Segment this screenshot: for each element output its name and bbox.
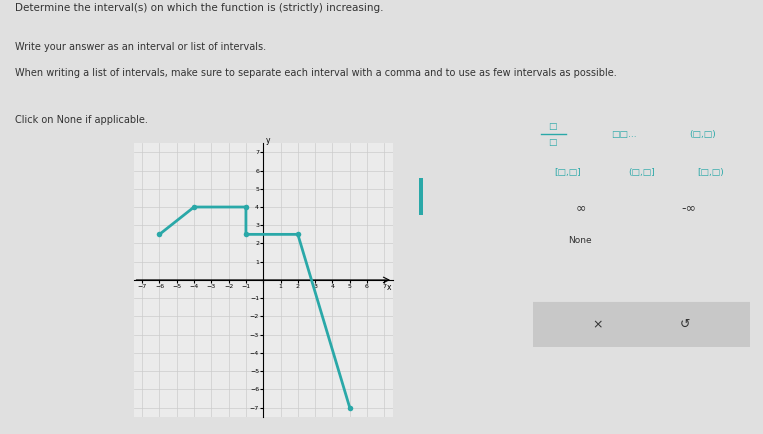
- Text: x: x: [388, 283, 391, 292]
- Text: ∞: ∞: [575, 201, 585, 214]
- Text: □: □: [548, 138, 556, 147]
- Text: -∞: -∞: [681, 201, 697, 214]
- Bar: [420, 178, 423, 215]
- Text: y: y: [266, 136, 270, 145]
- Text: (□,□): (□,□): [689, 130, 716, 139]
- Text: Determine the interval(s) on which the function is (strictly) increasing.: Determine the interval(s) on which the f…: [15, 3, 384, 13]
- Text: (□,□]: (□,□]: [628, 168, 655, 177]
- Text: Click on None if applicable.: Click on None if applicable.: [15, 115, 148, 125]
- Text: □: □: [548, 122, 556, 132]
- Text: ×: ×: [593, 318, 603, 331]
- Bar: [533, 302, 750, 347]
- Text: When writing a list of intervals, make sure to separate each interval with a com: When writing a list of intervals, make s…: [15, 68, 617, 78]
- Text: [□,□): [□,□): [697, 168, 724, 177]
- Text: None: None: [568, 236, 592, 245]
- Text: □□...: □□...: [611, 130, 636, 139]
- Text: ↺: ↺: [680, 318, 690, 331]
- Text: Write your answer as an interval or list of intervals.: Write your answer as an interval or list…: [15, 42, 266, 52]
- Text: [□,□]: [□,□]: [554, 168, 581, 177]
